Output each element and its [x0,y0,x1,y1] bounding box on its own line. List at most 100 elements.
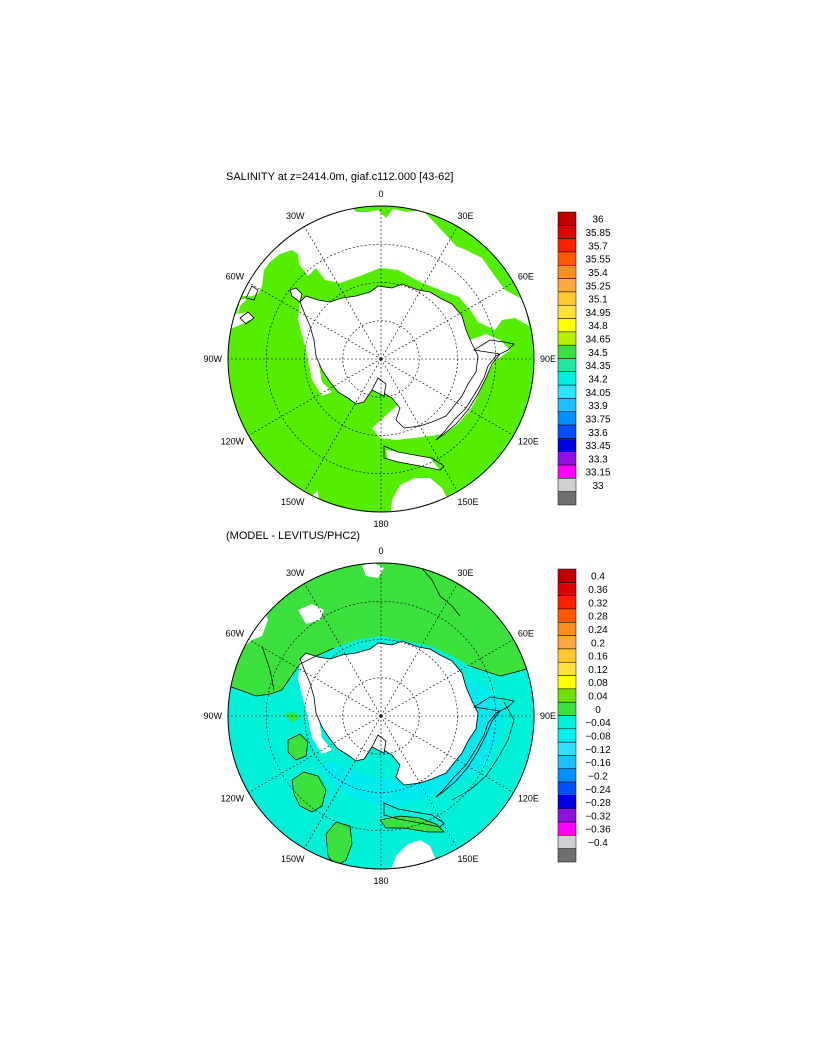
colorbar-label: 34.2 [588,374,608,385]
colorbar-label: 0.24 [588,625,608,636]
bottom-zero-contour [325,821,353,867]
longitude-label: 30W [286,568,305,578]
top-antarctic-peninsula [289,287,303,303]
longitude-label: 150W [281,854,305,864]
meridian-line [380,358,514,436]
colorbar-label: −0.16 [585,758,611,769]
colorbar-swatch [557,768,577,783]
meridian-line [380,715,458,849]
colorbar-label: 34.5 [588,348,608,359]
top-coastline [239,285,259,325]
meridian-line [248,358,382,436]
colorbar-swatch [557,675,577,690]
colorbar-swatch [557,251,577,266]
colorbar-swatch [557,582,577,596]
bottom-zero-contour [379,815,445,833]
colorbar-swatch [557,344,577,359]
meridian-line [248,715,382,793]
meridian-line [304,226,382,360]
colorbar-swatch [557,688,577,703]
top-missing-patch [386,450,440,470]
longitude-label: 0 [378,546,383,556]
top-colorbar: 36 35.85 35.7 35.55 35.4 35.25 35.1 34.95 34.8 34… [557,211,611,506]
bottom-map-border [227,562,535,870]
colorbar-label: 0.08 [588,678,608,689]
bottom-positive-anomaly-blob [292,772,326,812]
meridian-line [380,282,514,360]
bottom-polar-map: 0 30E 60E 90E 120E 150E 180 150W 120W 90W 60W 30W [203,546,556,886]
colorbar-swatch [557,331,577,346]
meridian-line [380,358,458,492]
colorbar-label: 0.04 [588,692,608,703]
colorbar-label: 0 [595,705,601,716]
colorbar-label: 34.95 [585,308,610,319]
colorbar-label: 35.4 [588,268,608,279]
colorbar-swatch [557,755,577,770]
longitude-label: 120E [518,794,539,804]
colorbar-swatch [557,835,577,849]
colorbar-swatch [557,622,577,636]
top-polar-map: 0 30E 60E 90E 120E 150E 180 150W 120W 90W 60W 30W [203,189,556,529]
colorbar-label: −0.36 [585,825,611,836]
colorbar-label: 0.4 [591,572,605,583]
meridian-line [380,639,514,717]
longitude-label: 30W [286,211,305,221]
colorbar-swatch [557,451,577,466]
longitude-label: 60W [226,272,245,282]
top-map-title: SALINITY at z=2414.0m, giaf.c112.000 [43… [226,171,454,183]
colorbar-label: −0.12 [585,745,611,756]
colorbar-label: 33.3 [588,454,608,465]
colorbar-label: 33.45 [585,441,610,452]
colorbar-swatch [557,795,577,809]
colorbar-swatch [557,648,577,663]
colorbar-label: 35.7 [588,241,608,252]
longitude-label: 180 [373,876,388,886]
colorbar-label: 34.35 [585,361,610,372]
colorbar-swatch [557,291,577,306]
colorbar-label: 0.16 [588,652,608,663]
longitude-label: 90E [540,711,556,721]
colorbar-swatch [557,781,577,796]
colorbar-label: 0.2 [591,638,605,649]
latitude-circle [342,677,420,755]
colorbar-label: −0.4 [588,838,608,849]
bottom-ice-shelf [371,734,387,754]
colorbar-label: 34.65 [585,335,610,346]
latitude-circle [342,320,420,398]
colorbar-swatch [557,398,577,413]
top-coastline [435,339,515,441]
colorbar-label: −0.28 [585,798,611,809]
top-map-border [227,205,535,513]
top-graticule [228,206,534,512]
meridian-line [248,639,382,717]
meridian-line [248,282,382,360]
colorbar-swatch [557,635,577,650]
longitude-label: 60E [518,272,534,282]
colorbar-label: 36 [592,215,604,226]
bottom-zero-contour [261,645,275,691]
meridian-line [304,583,382,717]
longitude-label: 90W [203,711,222,721]
bottom-graticule [228,563,534,869]
colorbar-swatch [557,715,577,730]
colorbar-label: 33 [592,481,604,492]
colorbar-swatch [557,211,577,226]
colorbar-swatch [557,278,577,293]
bottom-positive-anomaly-blob [284,712,300,722]
latitude-circle [265,243,497,475]
top-missing-patch [230,206,529,330]
colorbar-swatch [557,411,577,426]
colorbar-label: 35.1 [588,295,608,306]
colorbar-swatch [557,371,577,386]
longitude-label: 60W [226,629,245,639]
colorbar-swatch [557,265,577,279]
longitude-label: 0 [378,189,383,199]
colorbar-label: 33.75 [585,414,610,425]
longitude-label: 60E [518,629,534,639]
colorbar-label: 0.32 [588,598,608,609]
longitude-label: 30E [458,211,474,221]
longitude-label: 90W [203,354,222,364]
longitude-label: 120W [221,437,245,447]
colorbar-swatch [557,808,577,823]
